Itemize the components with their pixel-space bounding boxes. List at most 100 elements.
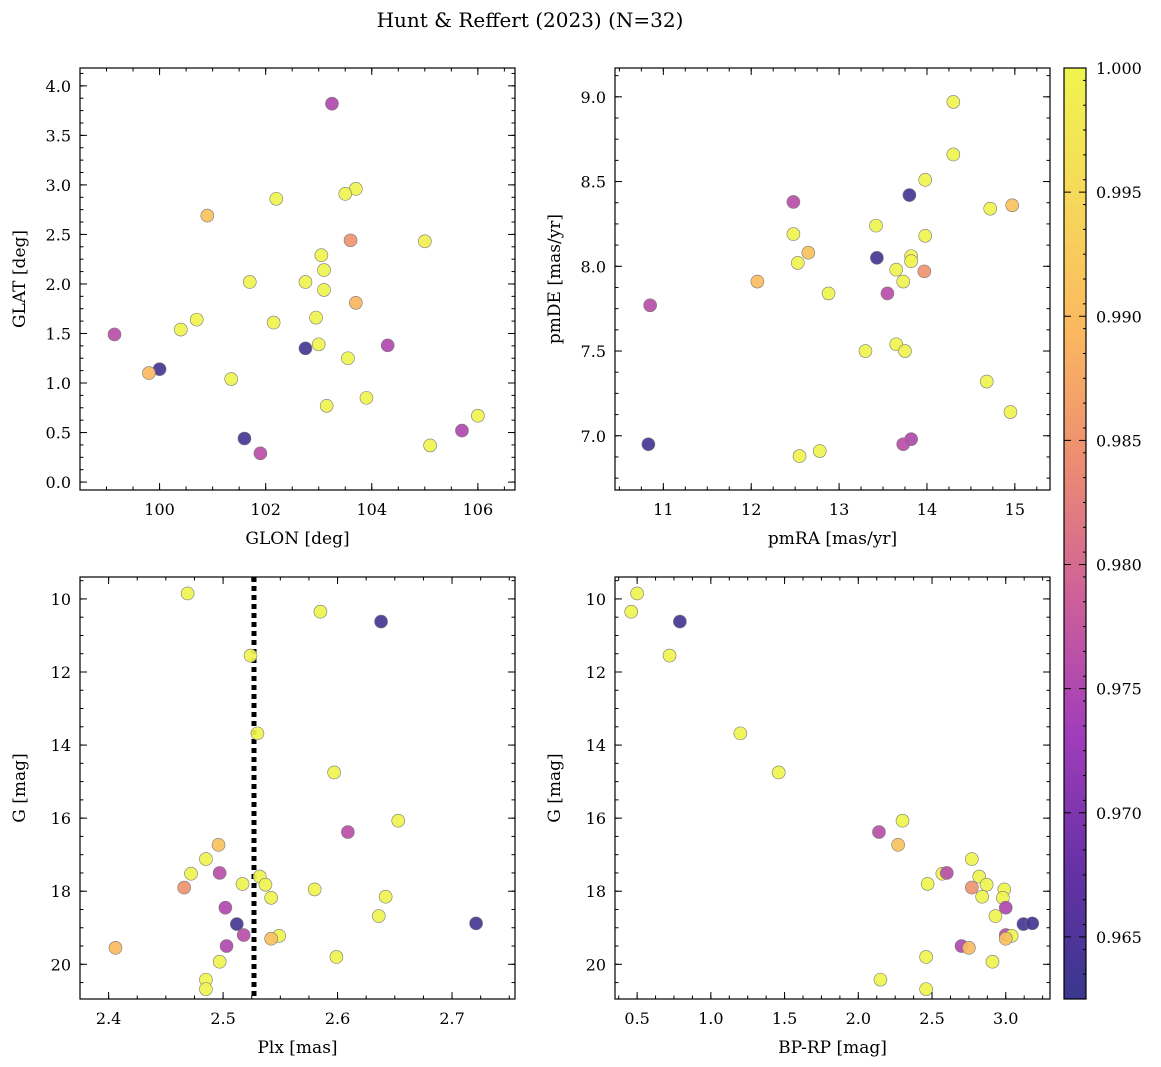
x-axis-label: BP-RP [mag] — [778, 1038, 887, 1058]
scatter-point — [889, 262, 904, 277]
scatter-point — [325, 96, 339, 111]
scatter-point — [812, 444, 827, 458]
scatter-point — [212, 954, 227, 969]
y-axis-label: G [mag] — [10, 753, 30, 822]
scatter-point — [904, 254, 918, 269]
scatter-point — [786, 227, 801, 241]
scatter-point — [792, 449, 807, 463]
colorbar-tick-label: 0.980 — [1096, 556, 1142, 575]
y-tick-label: 10 — [586, 590, 606, 609]
scatter-point — [380, 338, 395, 353]
scatter-point — [359, 391, 374, 405]
scatter-point — [471, 408, 485, 423]
scatter-point — [975, 889, 989, 904]
scatter-point — [662, 648, 677, 663]
scatter-point — [236, 928, 251, 942]
scatter-point — [243, 648, 258, 663]
scatter-point — [983, 201, 998, 216]
y-tick-label: 4.0 — [46, 77, 71, 96]
scatter-point — [786, 195, 801, 209]
colorbar-tick-label: 0.965 — [1096, 928, 1142, 947]
scatter-point — [896, 437, 911, 452]
scatter-point — [184, 866, 198, 881]
scatter-point — [317, 263, 331, 277]
scatter-panel-4: 0.5 1.0 1.5 2.0 2.5 3.0 10 12 14 16 18 20 BP-RP [mag… — [545, 576, 1051, 1058]
scatter-point — [919, 982, 933, 996]
scatter-point — [790, 256, 805, 270]
scatter-point — [1025, 916, 1040, 931]
scatter-point — [898, 344, 912, 358]
scatter-point — [998, 900, 1013, 915]
scatter-point — [673, 614, 687, 629]
scatter-point — [918, 173, 933, 187]
scatter-point — [341, 825, 355, 839]
scatter-point — [801, 245, 816, 260]
scatter-point — [939, 866, 954, 880]
scatter-point — [946, 147, 961, 162]
y-tick-label: 10 — [51, 590, 71, 609]
scatter-point — [307, 882, 322, 897]
x-tick-label: 100 — [144, 500, 175, 519]
scatter-point — [641, 437, 656, 452]
y-tick-label: 3.0 — [46, 176, 71, 195]
x-tick-label: 14 — [917, 500, 937, 519]
y-tick-label: 2.0 — [46, 275, 71, 294]
axis-ticks — [79, 577, 515, 999]
axis-ticks — [615, 577, 1050, 999]
scatter-panel-3: 2.4 2.5 2.6 2.7 10 12 14 16 18 20 Plx [mas] G [mag] — [10, 576, 516, 1058]
scatter-point — [218, 900, 233, 915]
axes-frame — [79, 67, 516, 491]
scatter-point — [230, 917, 244, 931]
x-axis-label: Plx [mas] — [257, 1038, 337, 1058]
y-axis-label: pmDE [mas/yr] — [545, 214, 565, 344]
y-tick-label: 9.0 — [581, 88, 606, 107]
scatter-point — [965, 880, 979, 895]
scatter-point — [319, 398, 334, 413]
y-tick-label: 16 — [51, 809, 71, 828]
colorbar-tick-label: 0.975 — [1096, 680, 1142, 699]
scatter-point — [314, 248, 329, 263]
scatter-point — [1005, 198, 1020, 213]
data-points — [108, 577, 483, 999]
y-axis-label: G [mag] — [545, 753, 565, 822]
scatter-point — [418, 234, 432, 249]
colorbar-tick-label: 0.970 — [1096, 804, 1142, 823]
axes-frame — [614, 67, 1051, 491]
scatter-point — [258, 877, 273, 892]
axes-frame — [614, 576, 1051, 1000]
scatter-point — [455, 423, 469, 438]
scatter-point — [624, 604, 639, 619]
colorbar-tick-label: 0.995 — [1096, 183, 1142, 202]
scatter-point — [173, 322, 188, 337]
scatter-point — [108, 941, 123, 955]
axis-ticks — [79, 68, 515, 490]
y-tick-label: 12 — [586, 663, 606, 682]
scatter-point — [212, 866, 227, 880]
scatter-point — [918, 228, 933, 243]
x-axis-label: GLON [deg] — [245, 529, 349, 549]
scatter-panel-1: 100 102 104 106 0.0 0.5 1.0 1.5 2.0 2.5 3.0 3.5 4.0 G… — [10, 67, 516, 549]
scatter-point — [998, 931, 1013, 946]
colorbar-gradient — [1063, 67, 1087, 1000]
data-points — [641, 95, 1020, 463]
y-tick-label: 8.0 — [581, 257, 606, 276]
scatter-point — [391, 813, 406, 828]
axis-ticks — [615, 68, 1050, 490]
scatter-point — [988, 909, 1003, 923]
scatter-point — [643, 298, 657, 313]
scatter-point — [142, 366, 156, 380]
scatter-point — [896, 274, 911, 289]
x-tick-label: 106 — [463, 500, 494, 519]
y-tick-label: 20 — [586, 955, 606, 974]
y-tick-label: 0.5 — [46, 424, 71, 443]
x-tick-label: 102 — [250, 500, 281, 519]
x-tick-label: 15 — [1005, 500, 1025, 519]
scatter-point — [880, 286, 895, 301]
scatter-point — [371, 909, 386, 923]
scatter-point — [733, 726, 748, 741]
scatter-point — [264, 890, 278, 905]
scatter-point — [266, 315, 281, 330]
scatter-point — [979, 877, 994, 892]
scatter-point — [423, 438, 437, 453]
